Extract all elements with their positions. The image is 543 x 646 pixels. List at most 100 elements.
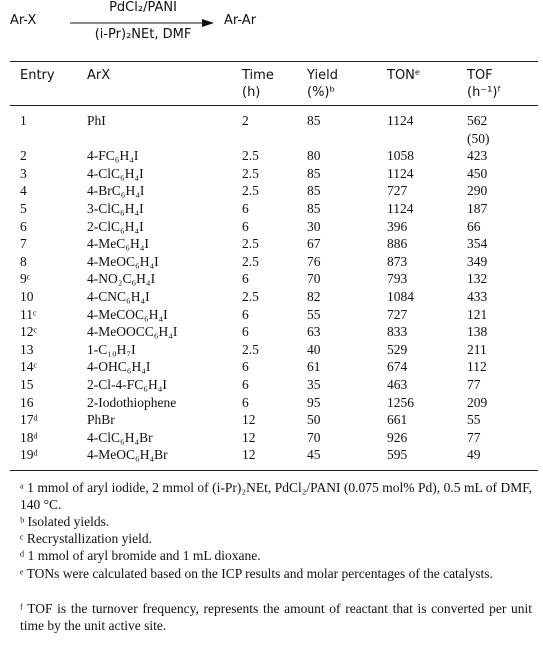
table-cell: 529 <box>387 341 408 357</box>
catalyst: PdCl₂/PANI <box>109 0 177 15</box>
table-cell: 187 <box>467 200 488 216</box>
table-cell: 1058 <box>387 148 414 164</box>
table-cell: 50 <box>307 412 321 428</box>
table-cell: 95 <box>307 394 321 410</box>
arrow <box>70 19 214 27</box>
table-cell: 67 <box>307 236 321 252</box>
table-cell: 450 <box>467 165 488 181</box>
footnote: ᵇ Isolated yields. <box>20 514 110 529</box>
table-cell: 85 <box>307 200 321 216</box>
table-cell: 8 <box>20 253 27 269</box>
table-cell: 1-C₁₀H₇I <box>87 341 136 357</box>
table-cell: 2 <box>242 113 249 128</box>
column-header: (%)ᵇ <box>307 85 336 100</box>
table-cell: 49 <box>467 447 481 463</box>
table-cell: 19ᵈ <box>20 447 38 463</box>
table-cell: 209 <box>467 394 488 410</box>
table-cell: 2 <box>20 148 27 164</box>
table-cell: 85 <box>307 165 321 181</box>
table-cell: 4 <box>20 183 27 199</box>
table-cell: 9ᶜ <box>20 271 31 287</box>
table-cell: 873 <box>387 253 408 269</box>
table-cell: 433 <box>467 288 488 304</box>
table-cell: 4-CNC₆H₄I <box>87 288 150 304</box>
table-cell: 61 <box>307 359 321 375</box>
table-cell: 55 <box>307 306 321 322</box>
conditions: (i-Pr)₂NEt, DMF <box>94 27 192 42</box>
table-cell: 5 <box>20 200 27 216</box>
table-cell: 55 <box>467 412 481 428</box>
table-cell: 14ᶜ <box>20 359 37 375</box>
table-cell: 2.5 <box>242 288 259 304</box>
table-cell: 4-ClC₆H₄I <box>87 165 144 181</box>
table-cell: 727 <box>387 306 408 322</box>
table-cell: 85 <box>307 183 321 199</box>
table-cell: 77 <box>467 376 481 392</box>
table-cell: 11ᶜ <box>20 306 37 322</box>
table-cell: 727 <box>387 183 408 199</box>
footnote: ᵈ 1 mmol of aryl bromide and 1 mL dioxan… <box>20 548 261 563</box>
table-cell: 396 <box>387 218 408 234</box>
table-cell: 833 <box>387 324 408 340</box>
table-cell: 13 <box>20 341 34 357</box>
column-header: (h⁻¹)ᶠ <box>467 85 502 100</box>
table-cell: 132 <box>467 271 488 287</box>
table-cell: 12 <box>242 412 256 428</box>
table-cell: 886 <box>387 236 408 252</box>
table-cell: 2.5 <box>242 148 259 164</box>
table-cell: 423 <box>467 148 488 164</box>
table-cell: 16 <box>20 394 34 410</box>
table-cell: 4-MeOC₆H₄Br <box>87 447 168 463</box>
table-cell: 6 <box>242 306 249 322</box>
table-cell: 4-MeOOCC₆H₄I <box>87 324 178 340</box>
top-rule <box>10 61 538 62</box>
column-header: Entry <box>20 68 55 83</box>
table-cell: 4-OHC₆H₄I <box>87 359 151 375</box>
table-cell: 1256 <box>387 394 414 410</box>
table-cell: 70 <box>307 271 321 287</box>
table-cell: 40 <box>307 341 321 357</box>
table-cell: 12 <box>242 429 256 445</box>
table-cell: 3 <box>20 165 27 181</box>
table-cell: 4-NO₂C₆H₄I <box>87 271 156 287</box>
table-cell: 6 <box>20 218 27 234</box>
table-cell: 12ᶜ <box>20 324 37 340</box>
table-cell: 138 <box>467 324 488 340</box>
table-cell: 17ᵈ <box>20 412 38 428</box>
table-cell: PhI <box>87 113 106 128</box>
table-cell: 80 <box>307 148 321 164</box>
table-cell: 562 <box>467 113 488 128</box>
table-cell: 354 <box>467 236 488 252</box>
table-cell: 2-Cl-4-FC₆H₄I <box>87 376 167 392</box>
column-header: TOF <box>467 68 493 83</box>
footnote: ᶜ Recrystallization yield. <box>20 531 153 546</box>
bottom-rule <box>10 470 538 471</box>
table-cell: 2.5 <box>242 183 259 199</box>
table-cell: 76 <box>307 253 321 269</box>
table-cell: 7 <box>20 236 27 252</box>
footnote: ᵃ 1 mmol of aryl iodide, 2 mmol of (i-Pr… <box>20 480 532 512</box>
table-cell: 4-ClC₆H₄Br <box>87 429 153 445</box>
table-cell: 35 <box>307 376 321 392</box>
table-cell: 121 <box>467 306 488 322</box>
table-cell: 4-FC₆H₄I <box>87 148 139 164</box>
table-cell: 4-MeCOC₆H₄I <box>87 306 168 322</box>
table-cell: 6 <box>242 218 249 234</box>
table-cell: 595 <box>387 447 408 463</box>
table-cell: 12 <box>242 447 256 463</box>
table-cell: 63 <box>307 324 321 340</box>
table-cell: 2.5 <box>242 341 259 357</box>
table-cell: 112 <box>467 359 487 375</box>
table-cell: 15 <box>20 376 34 392</box>
table-cell: 4-MeC₆H₄I <box>87 236 149 252</box>
table-cell: 3-ClC₆H₄I <box>87 200 144 216</box>
table-cell: 6 <box>242 271 249 287</box>
table-cell: 77 <box>467 429 481 445</box>
table-cell: 18ᵈ <box>20 429 38 445</box>
product: Ar-Ar <box>224 13 257 28</box>
table-cell: 6 <box>242 376 249 392</box>
column-header: Time <box>242 68 274 83</box>
table-cell: 1 <box>20 113 27 128</box>
table-cell: 2.5 <box>242 236 259 252</box>
